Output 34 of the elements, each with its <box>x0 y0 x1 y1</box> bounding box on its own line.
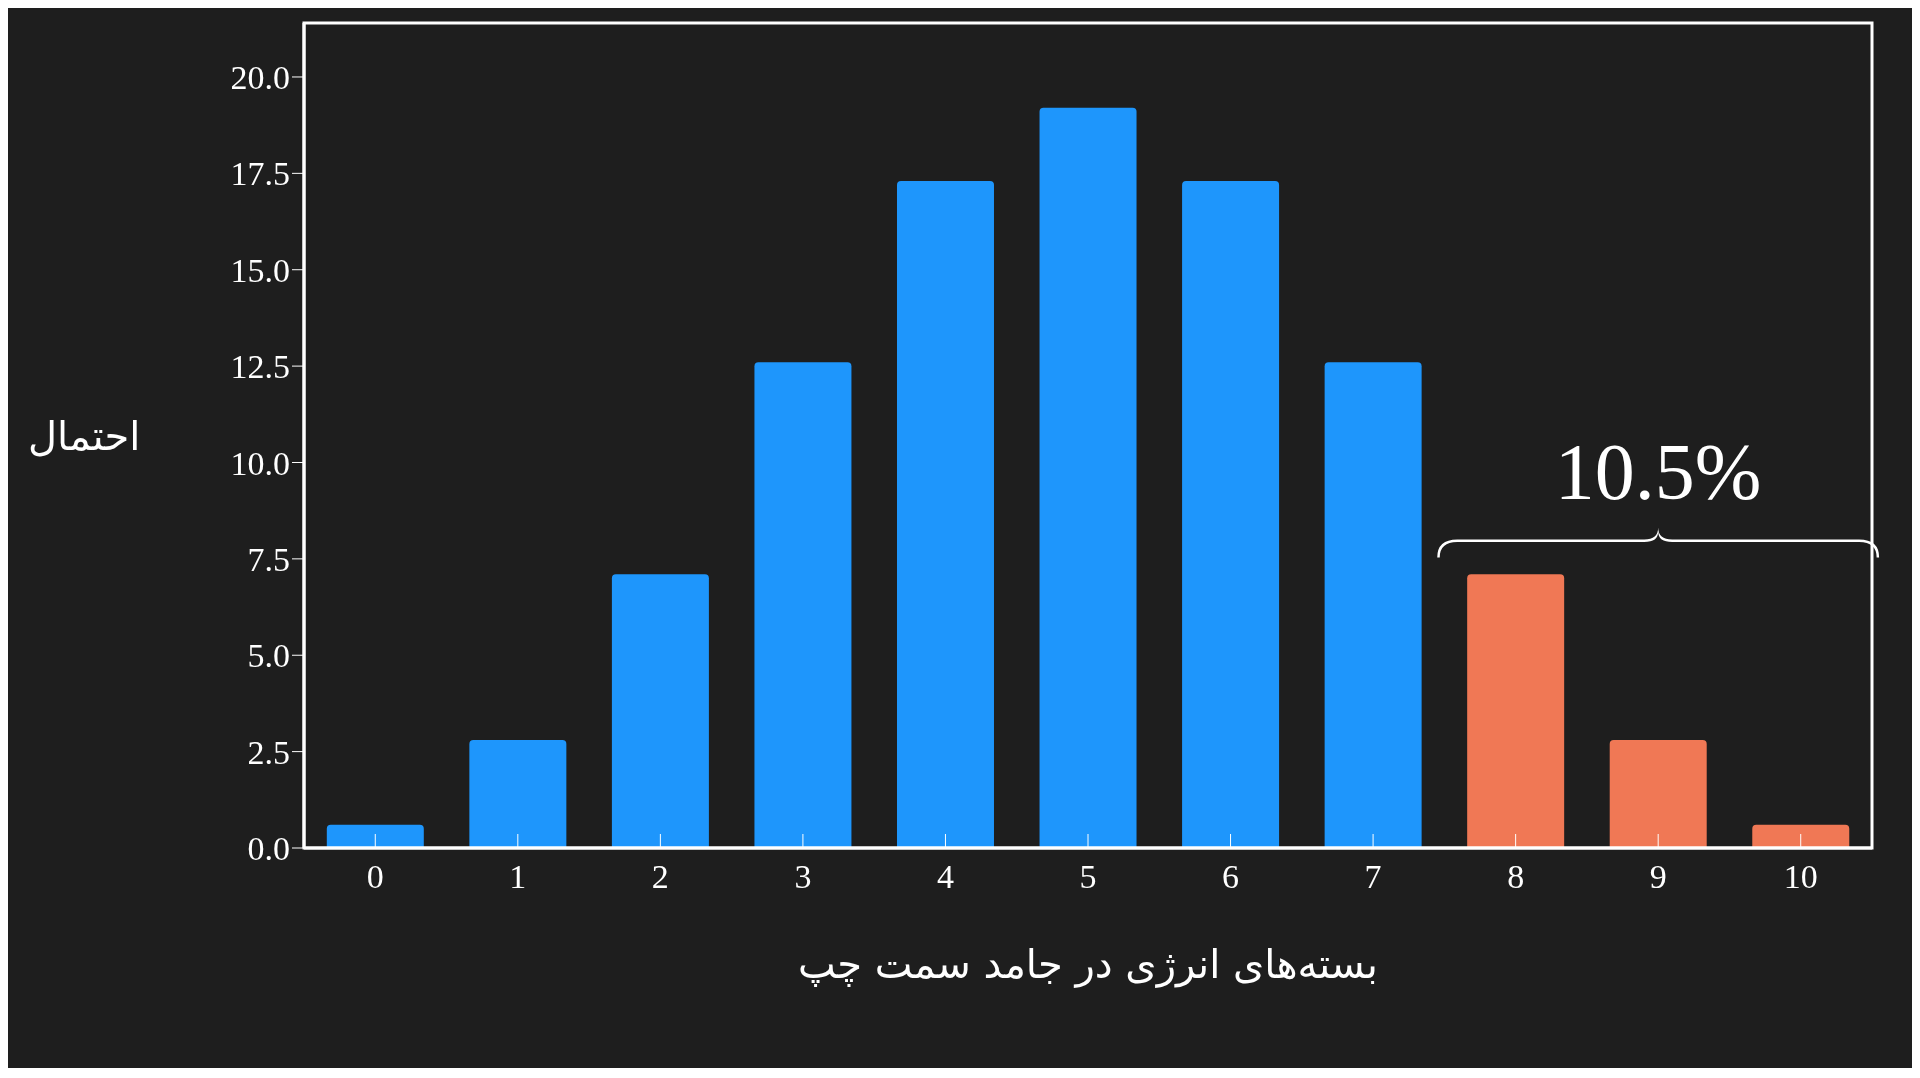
x-tick-label: 10 <box>1783 858 1818 896</box>
y-tick-label: 20.0 <box>230 59 290 97</box>
bar <box>1609 740 1707 848</box>
x-tick-label: 6 <box>1222 858 1240 896</box>
x-tick-label: 4 <box>936 858 954 896</box>
y-tick-label: 5.0 <box>247 637 290 675</box>
x-tick-label: 7 <box>1364 858 1382 896</box>
bar <box>1752 824 1850 848</box>
x-tick-label: 1 <box>509 858 527 896</box>
bar <box>469 740 567 848</box>
y-tick-label: 0.0 <box>247 830 290 868</box>
bar <box>1324 362 1422 848</box>
bar <box>754 362 852 848</box>
x-tick-label: 2 <box>651 858 669 896</box>
x-axis-title: بسته‌های انرژی در جامد سمت چپ <box>798 941 1378 988</box>
bar <box>896 181 994 848</box>
bar <box>611 574 709 848</box>
bar <box>1039 107 1137 848</box>
x-tick-label: 8 <box>1507 858 1525 896</box>
x-tick-label: 9 <box>1649 858 1667 896</box>
y-tick-label: 2.5 <box>247 733 290 771</box>
x-tick-label: 5 <box>1079 858 1097 896</box>
x-tick-label: 3 <box>794 858 812 896</box>
annotation: 10.5% <box>1554 428 1762 517</box>
y-tick-label: 12.5 <box>230 348 290 386</box>
y-tick-label: 17.5 <box>230 155 290 193</box>
y-tick-label: 15.0 <box>230 251 290 289</box>
bar <box>1467 574 1565 848</box>
x-tick-label: 0 <box>366 858 384 896</box>
bar <box>326 824 424 848</box>
bar <box>1182 181 1280 848</box>
y-tick-label: 10.0 <box>230 444 290 482</box>
y-axis-title: احتمال <box>28 412 141 459</box>
y-tick-label: 7.5 <box>247 540 290 578</box>
